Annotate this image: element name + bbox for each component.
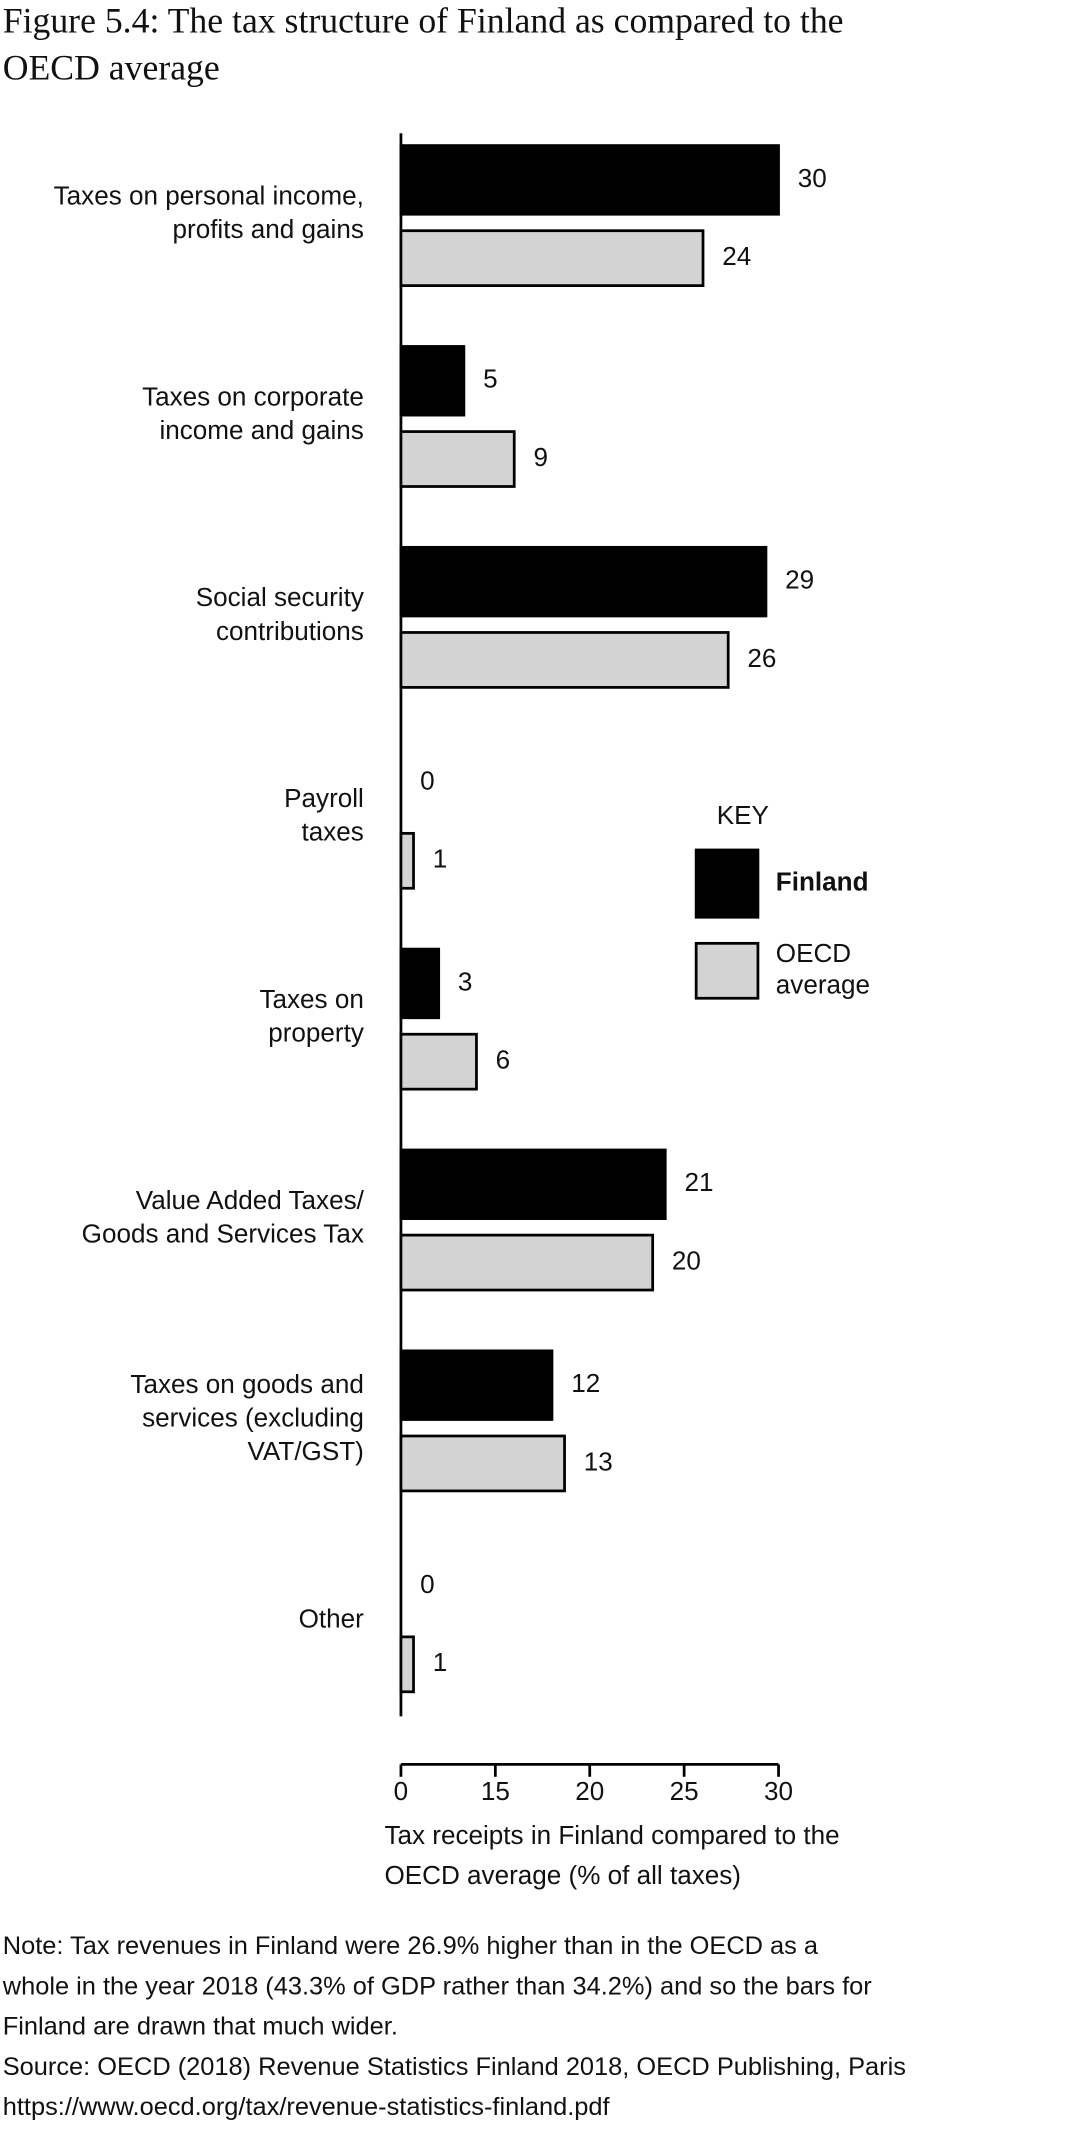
text-line: Finland are drawn that much wider. bbox=[3, 2012, 398, 2040]
text-line: Goods and Services Tax bbox=[82, 1218, 364, 1248]
bar bbox=[399, 831, 415, 890]
text-line: Payroll bbox=[284, 783, 364, 813]
y-tick-label: Social security contributions bbox=[196, 582, 364, 646]
legend-label: Finland bbox=[776, 866, 869, 896]
x-tick-label: 20 bbox=[575, 1776, 604, 1806]
chart-title: Figure 5.4: The tax structure of Finland… bbox=[3, 1, 844, 88]
text-line: whole in the year 2018 (43.3% of GDP rat… bbox=[2, 1972, 873, 2000]
bar bbox=[399, 545, 768, 618]
text-line: profits and gains bbox=[173, 214, 364, 244]
bar bbox=[399, 229, 705, 288]
value-label: 24 bbox=[722, 241, 751, 271]
value-label: 0 bbox=[420, 765, 435, 795]
text-line: OECD average (% of all taxes) bbox=[384, 1860, 741, 1890]
value-label: 12 bbox=[571, 1368, 600, 1398]
value-label: 20 bbox=[672, 1245, 701, 1275]
x-axis-label: Tax receipts in Finland compared to the O… bbox=[384, 1820, 839, 1890]
y-tick-label: Taxes on property bbox=[259, 984, 363, 1048]
value-label: 29 bbox=[785, 565, 814, 595]
bar bbox=[399, 1349, 554, 1421]
legend-swatch bbox=[694, 941, 760, 1000]
legend-label: OECD average bbox=[776, 938, 870, 1000]
value-label: 9 bbox=[533, 442, 548, 472]
text-line: OECD average bbox=[3, 48, 220, 88]
legend-swatch bbox=[694, 848, 760, 919]
y-tick-label: Taxes on personal income, profits and gai… bbox=[54, 180, 364, 244]
value-label: 21 bbox=[684, 1167, 713, 1197]
y-tick-label: Taxes on goods and services (excluding VAT… bbox=[130, 1369, 363, 1466]
x-tick-label: 0 bbox=[394, 1776, 409, 1806]
legend-title: KEY bbox=[717, 800, 769, 830]
text-line: Taxes on corporate bbox=[142, 381, 364, 411]
bar bbox=[399, 430, 516, 488]
text-line: OECD bbox=[776, 938, 851, 968]
y-tick-label: Payroll taxes bbox=[284, 783, 364, 847]
x-tick-label: 30 bbox=[764, 1776, 793, 1806]
x-tick-label: 25 bbox=[670, 1776, 699, 1806]
y-tick-label: Taxes on corporate income and gains bbox=[142, 381, 364, 445]
bar bbox=[399, 631, 730, 689]
value-label: 1 bbox=[433, 844, 448, 874]
text-line: taxes bbox=[302, 817, 364, 847]
text-line: VAT/GST) bbox=[247, 1436, 363, 1466]
text-line: property bbox=[268, 1017, 364, 1047]
value-label: 13 bbox=[584, 1446, 613, 1476]
text-line: Value Added Taxes/ bbox=[136, 1185, 365, 1215]
text-line: Taxes on bbox=[259, 984, 363, 1014]
value-label: 30 bbox=[798, 163, 827, 193]
source: Source: OECD (2018) Revenue Statistics F… bbox=[3, 2053, 906, 2121]
x-tick-label: 15 bbox=[481, 1776, 510, 1806]
text-line: Note: Tax revenues in Finland were 26.9%… bbox=[3, 1932, 819, 1960]
value-label: 5 bbox=[483, 364, 498, 394]
value-label: 3 bbox=[458, 966, 473, 996]
value-label: 26 bbox=[747, 643, 776, 673]
text-line: services (excluding bbox=[142, 1402, 364, 1432]
text-line: contributions bbox=[216, 616, 364, 646]
text-line: income and gains bbox=[159, 415, 363, 445]
value-label: 1 bbox=[433, 1647, 448, 1677]
text-line: Taxes on goods and bbox=[130, 1369, 363, 1399]
bar bbox=[399, 1032, 478, 1091]
value-label: 6 bbox=[496, 1045, 511, 1075]
bar bbox=[399, 1635, 415, 1694]
y-tick-label: Other bbox=[299, 1603, 365, 1633]
note: Note: Tax revenues in Finland were 26.9%… bbox=[2, 1932, 873, 2040]
bar bbox=[399, 144, 780, 216]
text-line: Taxes on personal income, bbox=[54, 180, 364, 210]
text-line: Tax receipts in Finland compared to the bbox=[384, 1820, 839, 1850]
bar bbox=[399, 1233, 655, 1292]
text-line: Social security bbox=[196, 582, 364, 612]
y-tick-label: Value Added Taxes/Goods and Services Tax bbox=[82, 1185, 365, 1249]
bar bbox=[399, 345, 466, 417]
bar bbox=[399, 947, 441, 1020]
bar bbox=[399, 1434, 566, 1493]
text-line: https://www.oecd.org/tax/revenue-statist… bbox=[3, 2093, 611, 2121]
text-line: Figure 5.4: The tax structure of Finland… bbox=[3, 1, 844, 41]
value-label: 0 bbox=[420, 1569, 435, 1599]
bar bbox=[399, 1148, 667, 1221]
text-line: Source: OECD (2018) Revenue Statistics F… bbox=[3, 2053, 906, 2081]
text-line: average bbox=[776, 969, 870, 999]
